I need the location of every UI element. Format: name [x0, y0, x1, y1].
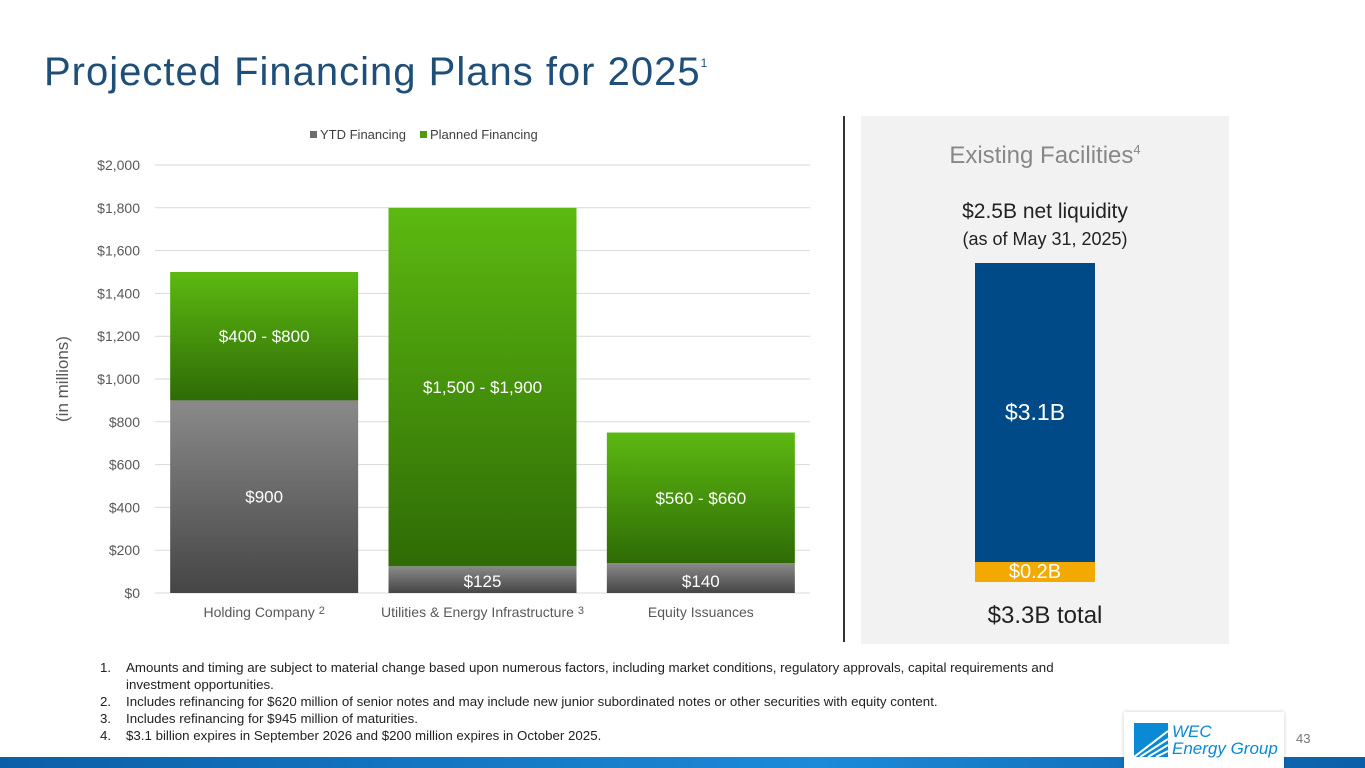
financing-chart: $0 $200 $400 $600 $800 $1,000 $1,200 $1,400 $1,6…: [53, 127, 810, 620]
y-tick-label: $800: [109, 414, 140, 430]
data-label: $140: [682, 572, 720, 591]
y-tick-label: $400: [109, 499, 140, 515]
legend-label: YTD Financing: [320, 127, 406, 142]
wec-logo: WEC Energy Group: [1124, 712, 1284, 768]
as-of-date: (as of May 31, 2025): [962, 229, 1128, 249]
data-label: $400 - $800: [219, 327, 310, 346]
existing-facilities-panel: Existing Facilities4 $2.5B net liquidity…: [861, 116, 1229, 644]
bar-ytd: [388, 566, 577, 593]
facility-bar-0-2b: $0.2B: [975, 562, 1095, 582]
y-tick-label: $0: [124, 585, 140, 601]
y-tick-label: $1,200: [97, 328, 140, 344]
data-label: $125: [464, 572, 502, 591]
x-tick-label: Equity Issuances: [648, 604, 754, 620]
y-tick-label: $600: [109, 457, 140, 473]
y-tick-label: $200: [109, 542, 140, 558]
facilities-total: $3.3B total: [987, 602, 1103, 629]
x-tick-label: Holding Company 2: [203, 604, 324, 620]
bar-planned: [170, 272, 359, 401]
divider: [843, 116, 845, 642]
data-label: $900: [245, 488, 283, 507]
bar-ytd: [170, 400, 359, 593]
facility-bar-3-1b: $3.1B: [975, 263, 1095, 562]
bar-ytd: [606, 563, 795, 593]
y-tick-label: $1,400: [97, 285, 140, 301]
page-number: 43: [1296, 731, 1311, 746]
data-label: $1,500 - $1,900: [423, 378, 542, 397]
footnote: 2. Includes refinancing for $620 million …: [100, 694, 938, 709]
footnotes: 1. Amounts and timing are subject to mate…: [100, 659, 1080, 744]
page-title: Projected Financing Plans for 20251: [44, 50, 709, 94]
legend-swatch: [310, 131, 317, 138]
legend-label: Planned Financing: [430, 127, 538, 142]
y-tick-label: $1,800: [97, 200, 140, 216]
footer-bar: [0, 757, 1365, 768]
footnote: 4. $3.1 billion expires in September 2026…: [100, 728, 602, 743]
facilities-title: Existing Facilities4: [949, 142, 1141, 169]
y-axis-label: (in millions): [53, 336, 72, 422]
y-tick-label: $1,600: [97, 243, 140, 259]
bar-planned: [388, 207, 577, 567]
legend-swatch: [419, 131, 427, 138]
y-tick-label: $1,000: [97, 371, 140, 387]
footnote: 1. Amounts and timing are subject to mate…: [100, 660, 1054, 692]
x-tick-label: Utilities & Energy Infrastructure 3: [381, 604, 584, 620]
net-liquidity: $2.5B net liquidity: [962, 200, 1128, 223]
data-label: $560 - $660: [655, 489, 746, 508]
footnote: 3. Includes refinancing for $945 million …: [100, 711, 418, 726]
wec-logo-icon: [1134, 723, 1168, 757]
y-tick-label: $2,000: [97, 157, 140, 173]
bar-planned: [606, 432, 795, 564]
